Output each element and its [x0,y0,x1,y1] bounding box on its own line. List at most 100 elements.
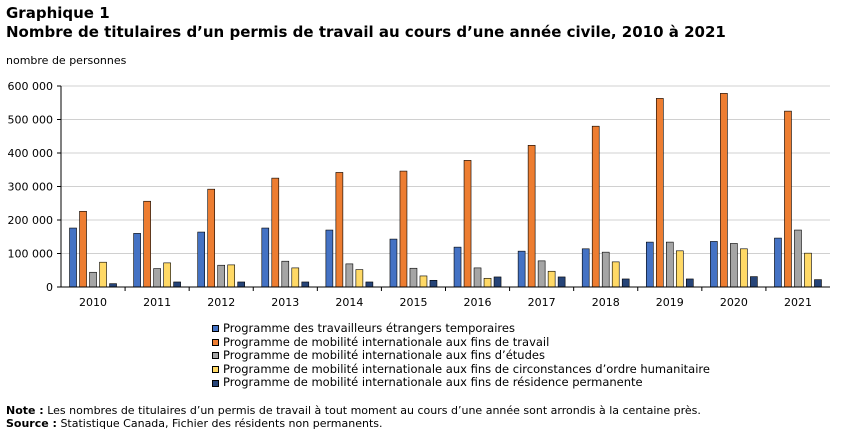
bar [537,260,546,288]
bar [325,229,334,288]
bar [774,237,782,288]
bar [483,277,492,288]
bar [655,98,664,288]
chart-title: Nombre de titulaires d’un permis de trav… [6,23,726,41]
bar [89,271,97,288]
bar [291,267,300,288]
source-text: Statistique Canada, Fichier des résident… [60,417,383,430]
bar [621,278,630,288]
y-tick-label: 0 [46,281,53,294]
chart-label: Graphique 1 [6,4,110,22]
bar [207,188,216,288]
note-label: Note : [6,404,44,417]
legend-label: Programme de mobilité internationale aux… [223,334,550,349]
legend: Programme des travailleurs étrangers tem… [212,321,710,390]
x-tick-label: 2020 [720,296,748,309]
bar [517,250,526,288]
bar [237,281,246,288]
bar [389,238,398,288]
bar [794,229,802,288]
bar [79,210,87,288]
bar [217,264,226,288]
bar [685,278,694,288]
bar [557,276,566,288]
bar [804,252,812,288]
bar [227,264,236,288]
legend-swatch [212,379,219,387]
bar [163,262,171,288]
bar [399,170,408,288]
bar [547,270,556,288]
bar [453,246,462,288]
bar [581,248,590,288]
bar [527,144,536,288]
bar [730,243,738,288]
bar [740,248,748,288]
bar [675,250,684,288]
x-tick-label: 2019 [656,296,684,309]
bar [355,269,364,288]
gridlines [61,85,830,254]
chart-heading: Graphique 1 Nombre de titulaires d’un pe… [6,4,726,42]
source-line: Source : Statistique Canada, Fichier des… [6,417,701,430]
bar [99,261,107,288]
legend-item: Programme de mobilité internationale aux… [212,361,710,377]
y-tick-label: 500 000 [8,114,54,127]
bar [281,260,290,288]
bar [335,172,344,288]
y-tick-label: 200 000 [8,214,54,227]
bar [419,275,428,288]
y-tick-label: 600 000 [8,80,54,93]
bar [109,283,117,288]
bar [601,251,610,288]
bar [197,231,206,288]
bar [301,281,310,288]
bar-chart: 0 100 000 200 000 300 000 400 000 500 000 600 … [8,80,830,309]
bar [173,281,181,288]
x-tick-label: 2012 [207,296,235,309]
x-tick-label: 2010 [79,296,107,309]
source-label: Source : [6,417,57,430]
x-tick-label: 2017 [528,296,556,309]
bar [143,200,151,288]
x-tick-label: 2015 [399,296,427,309]
bar [409,267,418,288]
bar [665,241,674,288]
bar [261,227,270,288]
footnotes: Note : Les nombres de titulaires d’un pe… [6,404,701,430]
bar [710,241,718,288]
x-tick-label: 2018 [592,296,620,309]
bar [153,268,161,288]
bars [69,93,822,288]
bar [429,279,438,288]
y-tick-label: 100 000 [8,248,54,261]
legend-swatch [212,366,219,374]
bar [69,227,77,288]
y-tick-label: 400 000 [8,147,54,160]
legend-item: Programme de mobilité internationale aux… [212,376,710,390]
bar [463,160,472,288]
legend-label: Programme de mobilité internationale aux… [223,375,643,390]
legend-item: Programme de mobilité internationale aux… [212,349,710,363]
note-text: Les nombres de titulaires d’un permis de… [47,404,701,417]
bar [720,93,728,288]
x-tick-label: 2013 [271,296,299,309]
bar [784,110,792,288]
bar [493,276,502,288]
legend-swatch [212,338,219,346]
legend-label: Programme de mobilité internationale aux… [223,361,710,376]
x-tick-label: 2011 [143,296,171,309]
legend-swatch [212,352,219,360]
x-tick-label: 2014 [335,296,363,309]
bar [473,267,482,288]
x-axis: 2010 2011 2012 2013 2014 2015 2016 2017 2018 2019… [61,286,830,309]
bar [345,263,354,288]
bar [645,241,654,288]
bar [365,281,374,288]
x-tick-label: 2016 [464,296,492,309]
legend-label: Programme de mobilité internationale aux… [223,348,545,363]
bar [271,177,280,288]
bar [750,276,758,288]
legend-item: Programme de mobilité internationale aux… [212,334,710,350]
y-tick-label: 300 000 [8,181,54,194]
